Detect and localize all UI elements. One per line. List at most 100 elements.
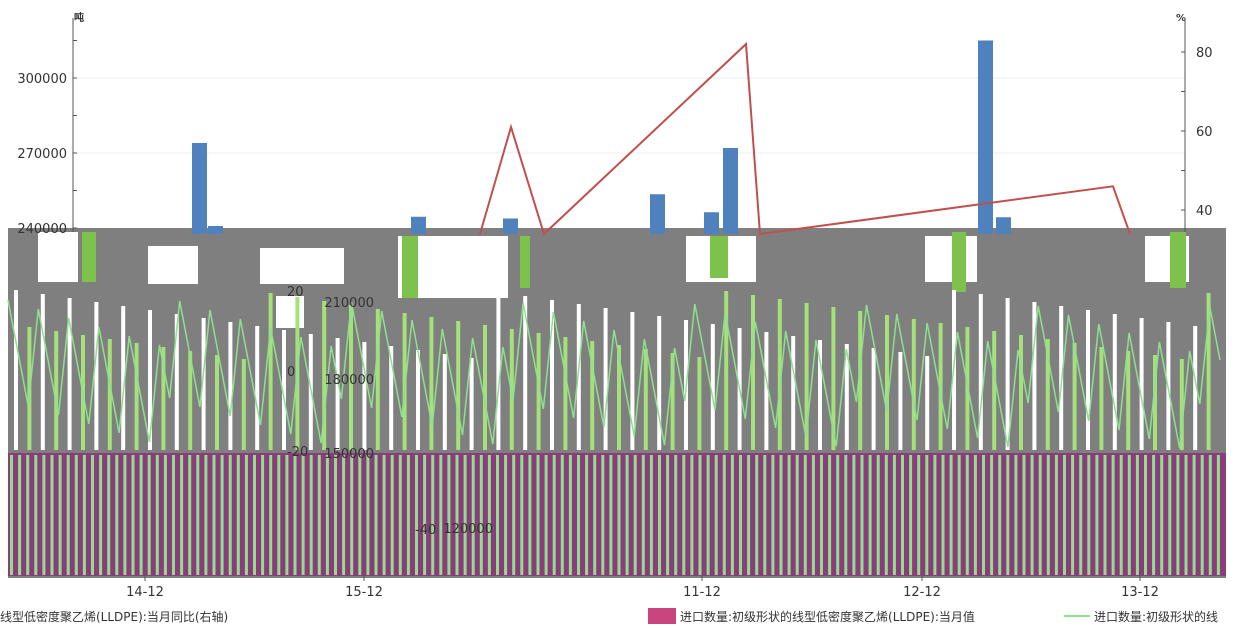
glitch-stripe — [107, 455, 111, 575]
glitch-stripe — [1139, 318, 1144, 450]
bar-monthly-import — [192, 143, 207, 234]
glitch-stripe — [751, 295, 755, 450]
glitch-stripe — [787, 455, 791, 575]
glitch-stripe — [58, 455, 62, 575]
glitch-stripe — [123, 455, 127, 575]
glitch-stripe — [552, 455, 556, 575]
glitch-stripe — [603, 308, 608, 450]
glitch-stripe — [121, 306, 126, 450]
glitch-stripe — [1063, 455, 1066, 575]
glitch-stripe — [992, 331, 997, 450]
glitch-stripe — [739, 455, 742, 575]
glitch-stripe — [852, 455, 856, 575]
left-axis-tick-label: 300000 — [17, 72, 67, 87]
left-axis-tick-label: 240000 — [17, 222, 67, 237]
glitch-stripe — [115, 455, 119, 575]
glitch-stripe — [107, 339, 112, 450]
glitch-stripe — [925, 455, 929, 575]
glitch-stripe — [523, 296, 528, 450]
glitch-stripe — [898, 352, 903, 450]
glitch-stripe — [706, 455, 710, 575]
glitch-stripe — [957, 455, 961, 575]
bar-monthly-import — [208, 226, 223, 234]
left-axis-tick-label: 150000 — [324, 447, 374, 462]
glitch-stripe — [309, 455, 313, 575]
glitch-stripe — [965, 455, 969, 575]
glitch-stripe — [965, 327, 970, 450]
glitch-stripe — [1045, 339, 1050, 450]
glitch-stripe — [402, 313, 407, 450]
glitch-stripe — [1160, 455, 1164, 575]
glitch-stripe — [576, 304, 581, 450]
glitch-stripe — [423, 455, 427, 575]
glitch-stripe — [389, 346, 394, 450]
glitch-stripe — [1126, 351, 1131, 450]
glitch-stripe — [771, 455, 775, 575]
legend-item-monthly: 进口数量:初级形状的线型低密度聚乙烯(LLDPE):当月值 — [648, 606, 975, 626]
glitch-stripe — [293, 455, 297, 575]
glitch-stripe — [641, 455, 645, 575]
glitch-stripe — [155, 455, 159, 575]
glitch-stripe — [670, 353, 675, 450]
legend-item-cumulative: 进口数量:初级形状的线 — [1064, 606, 1235, 626]
glitch-stripe — [633, 455, 637, 575]
glitch-stripe — [34, 455, 38, 575]
glitch-stripe — [201, 318, 206, 450]
glitch-stripe — [10, 455, 13, 575]
right-axis-tick-label: -40 — [415, 523, 436, 538]
glitch-stripe — [431, 455, 435, 575]
glitch-stripe — [99, 455, 103, 575]
glitch-stripe — [220, 455, 224, 575]
glitch-stripe — [763, 455, 767, 575]
glitch-stripe — [1144, 455, 1147, 575]
x-axis-tick-label: 14-12 — [126, 585, 164, 600]
glitch-stripe — [334, 455, 337, 575]
glitch-stripe — [820, 455, 823, 575]
glitch-white-block — [38, 232, 78, 282]
glitch-stripe — [710, 324, 715, 450]
legend-swatch-monthly — [648, 608, 676, 624]
glitch-stripe — [471, 455, 475, 575]
glitch-stripe — [54, 331, 59, 450]
glitch-stripe — [630, 312, 635, 450]
x-axis-tick-label: 11-12 — [683, 585, 721, 600]
glitch-stripe — [724, 291, 729, 450]
glitch-stripe — [1216, 455, 1220, 575]
glitch-stripe — [163, 455, 167, 575]
glitch-stripe — [601, 455, 605, 575]
glitch-stripe — [1054, 455, 1058, 575]
glitch-stripe — [1153, 355, 1157, 450]
glitch-stripe — [811, 455, 815, 575]
glitch-stripe — [1038, 455, 1042, 575]
glitch-stripe — [643, 349, 648, 450]
glitch-stripe — [463, 455, 467, 575]
glitch-stripe — [764, 332, 769, 450]
glitch-stripe — [520, 455, 524, 575]
glitch-stripe — [844, 344, 849, 450]
glitch-white-block — [925, 236, 977, 282]
glitch-stripe — [42, 455, 46, 575]
glitch-white-block — [148, 246, 198, 284]
glitch-stripe — [18, 455, 22, 575]
glitch-stripe — [374, 455, 378, 575]
glitch-stripe — [1127, 455, 1131, 575]
glitch-stripe — [1046, 455, 1050, 575]
left-axis-tick-label: 270000 — [17, 147, 67, 162]
glitch-stripe — [909, 455, 913, 575]
glitch-stripe — [429, 317, 434, 450]
glitch-stripe — [1014, 455, 1018, 575]
glitch-green-block — [1170, 232, 1186, 288]
glitch-stripe — [322, 301, 327, 450]
glitch-stripe — [496, 292, 501, 450]
glitch-stripe — [406, 455, 410, 575]
left-axis-tick-label: 210000 — [324, 296, 374, 311]
glitch-stripe — [791, 336, 796, 450]
glitch-stripe — [836, 455, 840, 575]
glitch-stripe — [973, 455, 977, 575]
glitch-stripe — [747, 455, 751, 575]
glitch-stripe — [416, 350, 420, 450]
glitch-stripe — [777, 299, 782, 450]
glitch-stripe — [617, 345, 621, 450]
glitch-stripe — [938, 323, 943, 450]
glitch-stripe — [268, 293, 273, 450]
